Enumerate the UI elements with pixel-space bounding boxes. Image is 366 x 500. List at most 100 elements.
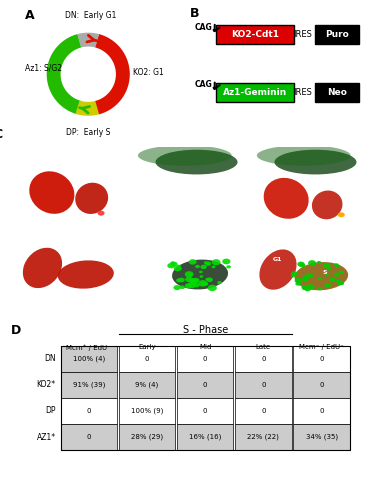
Bar [235,346,292,372]
Bar [177,372,234,398]
Ellipse shape [264,178,309,219]
Ellipse shape [23,248,62,288]
Text: S: S [322,270,327,274]
Bar [119,372,175,398]
Text: 0: 0 [261,382,266,388]
Circle shape [327,267,331,270]
Text: B: B [190,7,199,20]
Circle shape [170,262,175,265]
Text: 0: 0 [320,408,324,414]
Circle shape [195,265,200,268]
Bar [61,346,350,450]
Circle shape [339,270,344,274]
Circle shape [306,273,313,278]
Bar [61,346,117,372]
Circle shape [302,276,309,281]
Text: 0: 0 [320,382,324,388]
Text: Mcm⁻ / EdU⁻: Mcm⁻ / EdU⁻ [299,344,344,350]
Bar [235,424,292,450]
Text: IRES: IRES [293,30,312,39]
Circle shape [334,264,339,267]
Circle shape [185,271,194,278]
Circle shape [185,276,193,282]
Circle shape [338,212,345,218]
Circle shape [302,285,309,290]
Ellipse shape [58,260,114,288]
Text: Az1-Geminin: Az1-Geminin [223,88,287,97]
Circle shape [199,270,203,274]
Circle shape [318,277,322,280]
Ellipse shape [259,250,296,290]
Circle shape [302,286,307,290]
Circle shape [297,262,305,266]
Circle shape [329,278,335,282]
Text: 91% (39): 91% (39) [72,382,105,388]
Text: IRES: IRES [293,88,312,97]
Circle shape [177,264,181,268]
Ellipse shape [172,260,228,290]
Circle shape [295,278,303,283]
Bar [61,372,117,398]
Bar [294,346,350,372]
Circle shape [201,264,207,269]
Bar [177,398,234,424]
Circle shape [176,278,182,282]
Circle shape [206,278,213,282]
Ellipse shape [295,262,348,290]
Text: Mcm⁺ / EdU⁻: Mcm⁺ / EdU⁻ [66,344,111,350]
Text: 0: 0 [86,434,91,440]
Circle shape [173,285,181,290]
Circle shape [167,263,175,268]
Circle shape [308,260,316,266]
Text: Late: Late [256,344,271,350]
Circle shape [307,284,315,290]
Bar [235,372,292,398]
Circle shape [212,266,216,268]
Text: 0: 0 [145,356,149,362]
Text: DN: DN [44,354,56,364]
Text: 100% (9): 100% (9) [131,408,163,414]
Circle shape [185,283,193,288]
Circle shape [189,278,198,284]
Circle shape [222,258,231,264]
Circle shape [174,266,182,272]
Text: DP: DP [45,406,56,416]
Text: KO2-Cdt1: KO2-Cdt1 [231,30,279,39]
Circle shape [317,287,322,290]
Bar [294,398,350,424]
Ellipse shape [75,182,108,214]
Bar [216,82,295,102]
Circle shape [335,265,339,268]
Text: 0: 0 [261,356,266,362]
Text: AZ1*: AZ1* [37,432,56,442]
Circle shape [189,259,197,264]
Circle shape [311,262,315,266]
Circle shape [295,282,301,286]
Circle shape [291,272,298,276]
Text: 0: 0 [320,356,324,362]
Text: DP:  Early S: DP: Early S [66,128,111,136]
Text: Mid: Mid [199,344,212,350]
Text: 28% (29): 28% (29) [131,434,163,440]
Ellipse shape [138,145,232,166]
Text: S - Phase: S - Phase [183,325,228,335]
Text: KO2*: KO2* [37,380,56,390]
Circle shape [193,283,200,288]
Text: DN:  Early G1: DN: Early G1 [64,10,116,20]
Text: D: D [11,324,22,337]
Circle shape [171,262,178,266]
Circle shape [340,282,344,285]
Bar [315,82,359,102]
Text: 16% (16): 16% (16) [189,434,221,440]
Bar [294,424,350,450]
Text: 0: 0 [261,408,266,414]
Bar [216,25,295,44]
Circle shape [198,280,208,286]
Circle shape [193,278,199,283]
Text: 100% (4): 100% (4) [73,356,105,362]
Text: 22% (22): 22% (22) [247,434,279,440]
Text: CAG: CAG [194,80,212,90]
Circle shape [204,262,208,264]
Ellipse shape [312,190,343,220]
Text: Early: Early [138,344,156,350]
